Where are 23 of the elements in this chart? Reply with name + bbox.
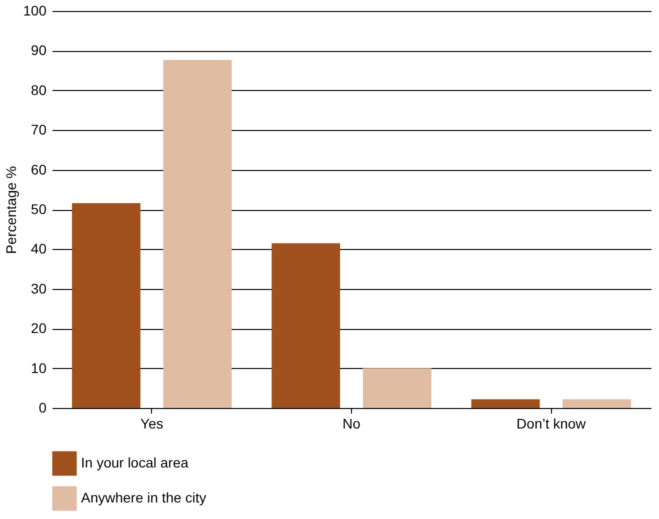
- bar: [362, 368, 432, 408]
- bar: [562, 399, 632, 408]
- x-tick-label: Yes: [140, 416, 164, 432]
- y-tick-label: 40: [30, 240, 47, 257]
- bar: [163, 60, 232, 408]
- legend-label: Anywhere in the city: [81, 490, 206, 506]
- y-tick-label: 70: [30, 122, 47, 138]
- y-tick-label: 20: [30, 320, 47, 336]
- legend-label: In your local area: [81, 454, 189, 470]
- y-tick-label: 80: [30, 82, 47, 98]
- y-tick-label: 90: [30, 42, 47, 58]
- bar: [272, 243, 340, 408]
- y-tick-label: 30: [30, 280, 47, 296]
- y-tick-label: 50: [30, 201, 47, 217]
- y-axis-title: Percentage %: [3, 166, 20, 254]
- y-tick-label: 0: [38, 400, 47, 416]
- y-tick-label: 10: [30, 360, 47, 376]
- y-tick-label: 60: [30, 161, 47, 178]
- y-tick-label: 100: [23, 2, 47, 18]
- x-tick-label: No: [342, 416, 361, 432]
- bar: [471, 399, 540, 408]
- x-tick-label: Don’t know: [516, 416, 587, 432]
- bar: [72, 203, 140, 408]
